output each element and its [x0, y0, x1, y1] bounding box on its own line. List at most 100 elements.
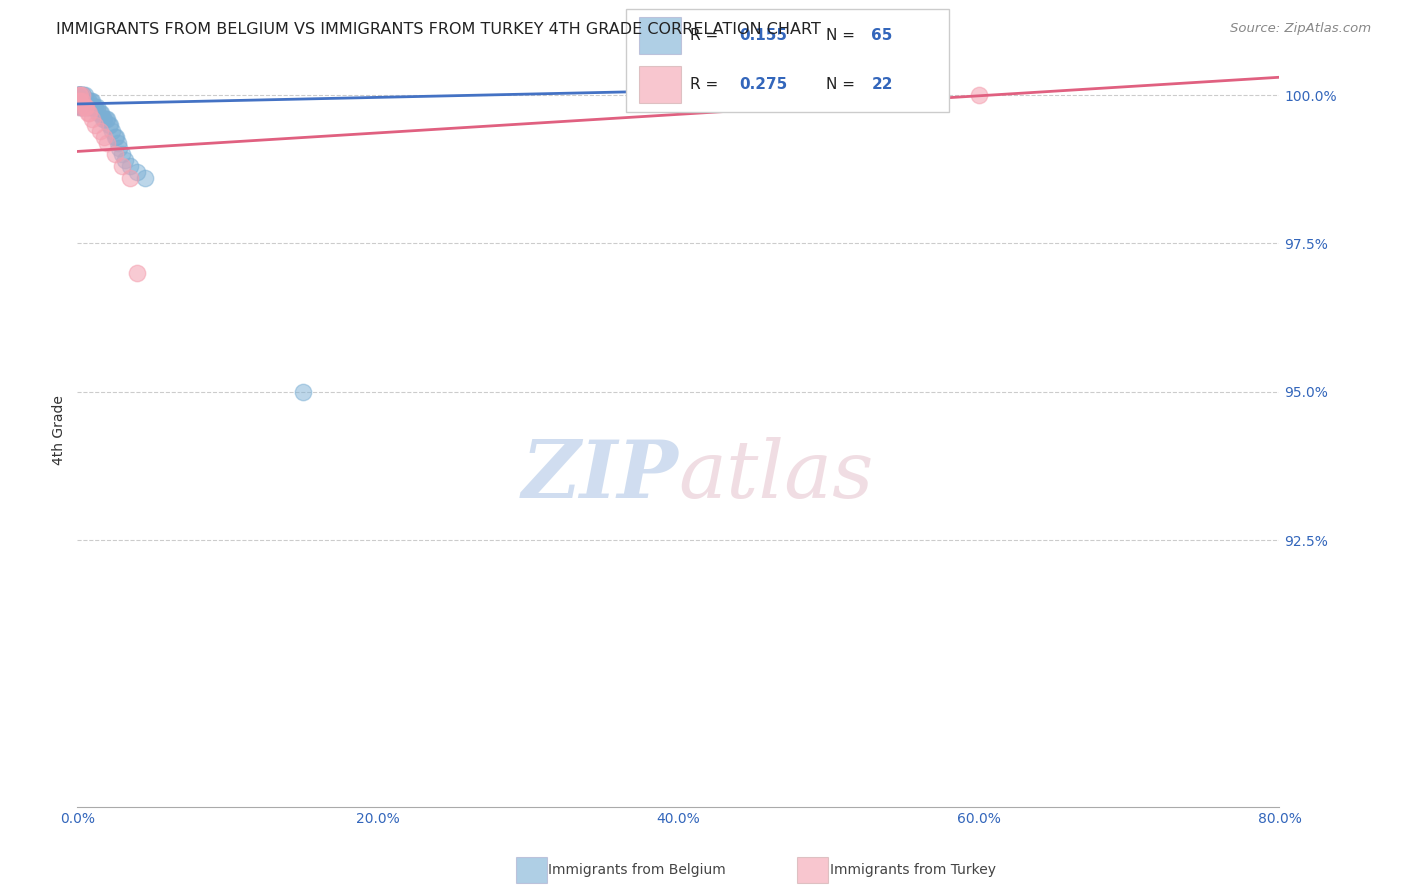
Point	[67, 94, 90, 108]
Point	[105, 129, 128, 144]
Point	[69, 88, 91, 103]
Point	[118, 171, 141, 186]
FancyBboxPatch shape	[797, 857, 828, 882]
Point	[107, 136, 129, 150]
Text: 0.275: 0.275	[740, 78, 787, 93]
Point	[111, 147, 134, 161]
Point	[79, 106, 101, 120]
Point	[67, 94, 90, 108]
FancyBboxPatch shape	[516, 857, 547, 882]
Point	[69, 94, 91, 108]
Point	[75, 100, 97, 114]
Point	[82, 100, 104, 114]
Point	[82, 112, 104, 126]
Text: N =: N =	[827, 28, 860, 43]
Point	[291, 384, 314, 399]
Point	[96, 112, 118, 126]
Point	[72, 100, 94, 114]
Point	[100, 118, 122, 132]
Point	[69, 94, 91, 108]
FancyBboxPatch shape	[638, 66, 681, 103]
Point	[84, 100, 107, 114]
Point	[73, 88, 96, 103]
Point	[69, 88, 91, 103]
Point	[94, 112, 117, 126]
Point	[67, 88, 90, 103]
Point	[97, 118, 120, 132]
FancyBboxPatch shape	[626, 9, 949, 112]
Point	[75, 100, 97, 114]
Point	[67, 88, 90, 103]
FancyBboxPatch shape	[638, 17, 681, 54]
Point	[89, 123, 111, 137]
Point	[69, 88, 91, 103]
Point	[67, 100, 90, 114]
Point	[86, 100, 108, 114]
Point	[76, 94, 98, 108]
Point	[67, 94, 90, 108]
Point	[67, 88, 90, 103]
Point	[67, 88, 90, 103]
Point	[75, 94, 97, 108]
Point	[69, 94, 91, 108]
Text: Immigrants from Belgium: Immigrants from Belgium	[548, 863, 725, 877]
Point	[104, 147, 127, 161]
Point	[83, 100, 105, 114]
Point	[96, 136, 118, 150]
Point	[79, 94, 101, 108]
Point	[118, 159, 141, 173]
Point	[67, 94, 90, 108]
Point	[72, 100, 94, 114]
Point	[67, 94, 90, 108]
Point	[93, 112, 115, 126]
Text: atlas: atlas	[679, 437, 873, 515]
Text: IMMIGRANTS FROM BELGIUM VS IMMIGRANTS FROM TURKEY 4TH GRADE CORRELATION CHART: IMMIGRANTS FROM BELGIUM VS IMMIGRANTS FR…	[56, 22, 821, 37]
Point	[72, 88, 94, 103]
Point	[967, 88, 990, 103]
Y-axis label: 4th Grade: 4th Grade	[52, 395, 66, 466]
Point	[80, 100, 103, 114]
Point	[70, 94, 93, 108]
Point	[93, 129, 115, 144]
Text: R =: R =	[690, 28, 724, 43]
Point	[84, 118, 107, 132]
Point	[82, 94, 104, 108]
Point	[67, 94, 90, 108]
Point	[111, 159, 134, 173]
Text: 65: 65	[872, 28, 893, 43]
Point	[69, 100, 91, 114]
Point	[79, 100, 101, 114]
Text: Immigrants from Turkey: Immigrants from Turkey	[830, 863, 995, 877]
Text: R =: R =	[690, 78, 724, 93]
Point	[127, 266, 149, 280]
Point	[80, 94, 103, 108]
Point	[73, 100, 96, 114]
Point	[108, 141, 131, 155]
Point	[114, 153, 136, 168]
Point	[76, 100, 98, 114]
Point	[127, 165, 149, 179]
Text: ZIP: ZIP	[522, 437, 679, 515]
Point	[73, 94, 96, 108]
Point	[70, 100, 93, 114]
Point	[70, 94, 93, 108]
Point	[69, 88, 91, 103]
Point	[76, 106, 98, 120]
Point	[70, 100, 93, 114]
Point	[67, 88, 90, 103]
Point	[72, 94, 94, 108]
Point	[69, 94, 91, 108]
Point	[87, 106, 110, 120]
Point	[67, 88, 90, 103]
Point	[91, 112, 114, 126]
Point	[70, 88, 93, 103]
Point	[101, 123, 124, 137]
Point	[90, 106, 112, 120]
Text: 22: 22	[872, 78, 893, 93]
Point	[104, 129, 127, 144]
Point	[134, 171, 156, 186]
Text: Source: ZipAtlas.com: Source: ZipAtlas.com	[1230, 22, 1371, 36]
Text: N =: N =	[827, 78, 860, 93]
Point	[67, 94, 90, 108]
Point	[89, 106, 111, 120]
